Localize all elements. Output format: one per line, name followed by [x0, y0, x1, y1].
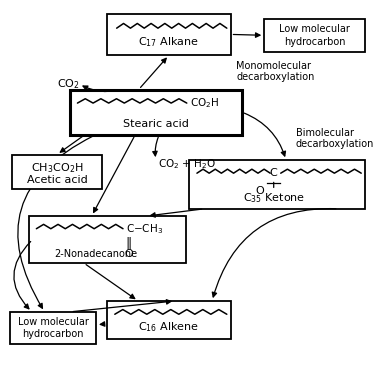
Bar [12, 155, 102, 189]
Text: Acetic acid: Acetic acid [27, 175, 87, 185]
Text: Low molecular
hydrocarbon: Low molecular hydrocarbon [279, 24, 350, 47]
Text: CH$_3$CO$_2$H: CH$_3$CO$_2$H [31, 161, 83, 175]
Text: CO$_2$: CO$_2$ [57, 77, 80, 91]
Text: C$_{16}$ Alkene: C$_{16}$ Alkene [138, 320, 200, 334]
Text: C$_{35}$ Ketone: C$_{35}$ Ketone [243, 191, 305, 205]
Text: Low molecular
hydrocarbon: Low molecular hydrocarbon [18, 317, 89, 339]
Text: Stearic acid: Stearic acid [123, 119, 189, 129]
Text: C$_{17}$ Alkane: C$_{17}$ Alkane [138, 35, 200, 49]
Bar [10, 312, 96, 344]
Text: $\|$: $\|$ [125, 235, 131, 251]
Bar [70, 90, 242, 135]
Bar [264, 19, 365, 52]
Text: CO$_2$H: CO$_2$H [190, 96, 220, 109]
Bar [189, 160, 365, 209]
Text: Bimolecular
decarboxylation: Bimolecular decarboxylation [296, 127, 374, 149]
Bar [29, 216, 186, 263]
Text: C: C [270, 168, 278, 178]
Bar [107, 14, 230, 55]
Bar [107, 301, 230, 339]
Text: Monomolecular
decarboxylation: Monomolecular decarboxylation [236, 61, 314, 82]
Text: CO$_2$ + H$_2$O: CO$_2$ + H$_2$O [158, 157, 216, 171]
Text: O: O [125, 250, 134, 259]
Text: 2-Nonadecanone: 2-Nonadecanone [54, 250, 138, 259]
Text: C$-$CH$_3$: C$-$CH$_3$ [126, 222, 163, 236]
Text: O: O [255, 186, 264, 196]
